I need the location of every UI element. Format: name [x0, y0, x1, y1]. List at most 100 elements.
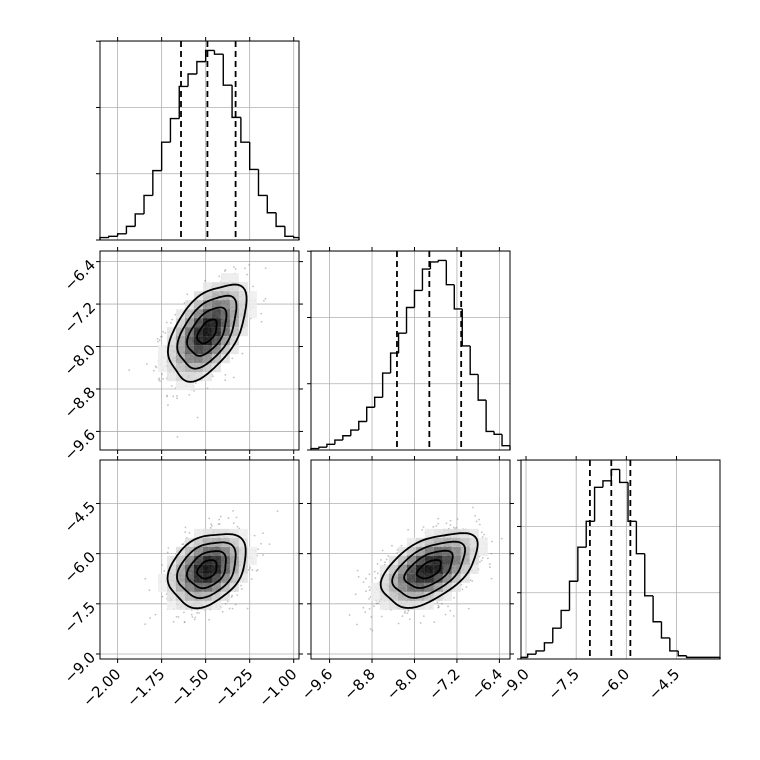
density-cell — [397, 546, 407, 556]
density-cell — [406, 582, 416, 592]
scatter-point — [218, 275, 221, 278]
density-cell — [175, 582, 185, 592]
density-cell — [442, 591, 452, 601]
density-cell — [202, 282, 212, 292]
x-tick-label: −4.5 — [645, 665, 683, 703]
scatter-point — [231, 357, 234, 360]
density-cell — [247, 300, 257, 310]
scatter-point — [158, 339, 161, 342]
scatter-point — [144, 623, 147, 626]
scatter-point — [198, 612, 200, 614]
scatter-point — [437, 606, 439, 609]
histogram-bar — [429, 261, 439, 270]
histogram-bar — [366, 406, 375, 422]
scatter-point — [376, 563, 379, 565]
density-cell — [469, 537, 479, 547]
histogram-bar — [381, 372, 391, 398]
density-cell — [424, 546, 434, 556]
x-tick-label: −9.6 — [298, 665, 336, 703]
density-cell — [379, 564, 389, 574]
scatter-point — [160, 335, 162, 338]
scatter-point — [236, 594, 239, 596]
density-cell — [157, 582, 167, 592]
scatter-point — [486, 557, 489, 560]
histogram-bar — [469, 345, 479, 376]
x-tick-label: −1.25 — [211, 665, 256, 710]
density-cell — [220, 336, 230, 346]
density-cell — [175, 381, 185, 391]
density-cell — [424, 564, 434, 574]
density-cell — [211, 591, 221, 601]
density-cell — [166, 345, 176, 355]
density-cell — [220, 354, 230, 364]
density-cell — [238, 555, 248, 565]
density-cell — [184, 600, 194, 610]
contour-line — [186, 550, 227, 590]
scatter-point — [376, 572, 379, 575]
scatter-point — [154, 613, 157, 616]
scatter-point — [452, 615, 455, 617]
histogram-bar — [437, 259, 447, 262]
scatter-point — [370, 616, 373, 618]
density-cell — [388, 600, 398, 610]
scatter-point — [231, 607, 234, 610]
scatter-point — [356, 569, 359, 572]
scatter-point — [183, 611, 185, 614]
density-cell — [193, 372, 203, 382]
scatter-point — [184, 526, 187, 529]
density-cell — [220, 591, 230, 601]
density-cell — [388, 564, 398, 574]
x-tick-label: −9.0 — [494, 665, 532, 703]
x-tick-label: −7.5 — [545, 665, 583, 703]
density-cell — [397, 555, 407, 565]
histogram-bar — [196, 60, 206, 75]
scatter-point — [276, 510, 279, 513]
histogram-bar — [293, 236, 299, 239]
contour-line — [415, 559, 442, 580]
density-cell — [370, 582, 380, 592]
scatter-point — [230, 596, 233, 598]
scatter-point — [447, 605, 449, 608]
density-cell — [433, 537, 443, 547]
histogram-bar — [485, 400, 495, 433]
density-cell — [211, 354, 221, 364]
density-cell — [460, 537, 470, 547]
scatter-point — [260, 320, 263, 323]
density-cell — [202, 354, 212, 364]
scatter-point — [406, 612, 409, 615]
density-cell — [415, 564, 425, 574]
histogram-bar — [685, 655, 720, 659]
density-cell — [238, 327, 248, 337]
scatter-point — [227, 517, 230, 519]
density-cell — [469, 528, 479, 538]
scatter-point — [157, 378, 160, 381]
scatter-point — [385, 558, 388, 561]
density-cell — [211, 573, 221, 583]
scatter-point — [240, 588, 243, 590]
panel-frame — [310, 459, 511, 660]
scatter-point — [234, 603, 237, 606]
scatter-point — [455, 526, 458, 529]
scatter-point — [232, 376, 235, 379]
scatter-point — [488, 563, 491, 565]
density-cell — [184, 309, 194, 319]
density-cell — [175, 336, 185, 346]
density-cell — [406, 555, 416, 565]
density-cell — [211, 291, 221, 301]
scatter-point — [162, 377, 165, 380]
histogram-bar — [610, 468, 620, 481]
scatter-point — [148, 589, 151, 592]
histogram-bar — [169, 117, 180, 143]
scatter-point — [356, 623, 358, 626]
panel-content — [100, 460, 299, 659]
density-cell — [442, 573, 452, 583]
scatter-point — [407, 609, 410, 612]
density-cell — [211, 600, 221, 610]
scatter-point — [373, 570, 376, 573]
density-cell — [478, 537, 488, 547]
density-cell — [397, 591, 407, 601]
scatter-point — [157, 340, 159, 343]
density-cell — [424, 573, 434, 583]
scatter-point — [255, 569, 258, 572]
density-cell — [193, 318, 203, 328]
